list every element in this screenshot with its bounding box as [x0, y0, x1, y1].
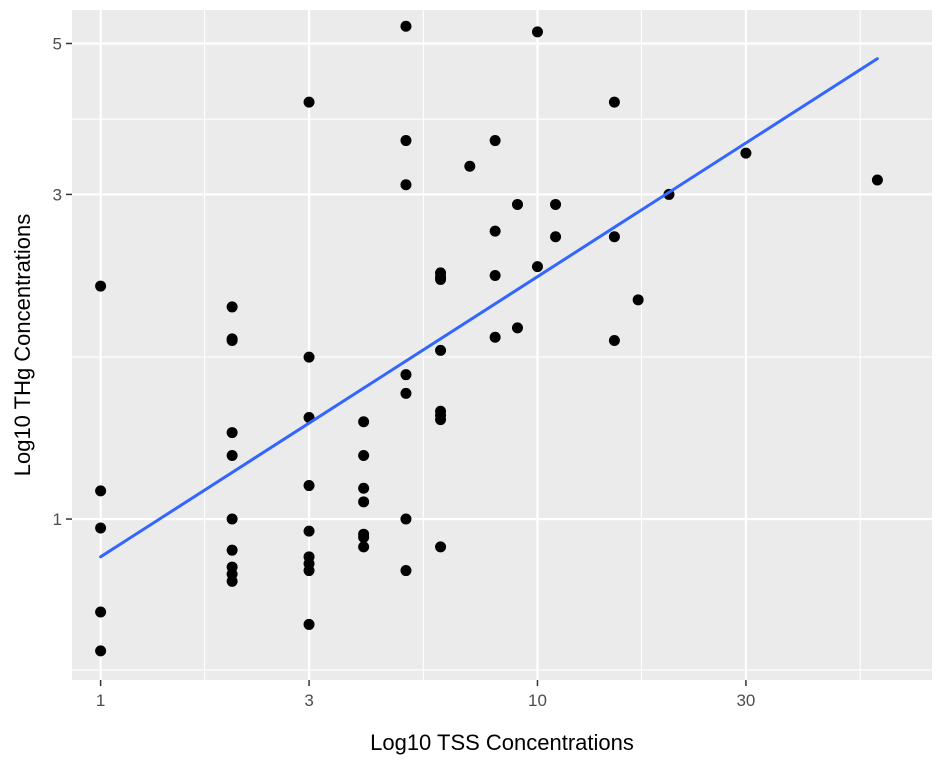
data-point [358, 541, 370, 553]
y-tick-label: 1 [53, 510, 62, 529]
data-point [489, 225, 501, 237]
data-point [358, 531, 370, 543]
tick-labels: 1 3 10 30 1 3 5 [53, 34, 756, 710]
trend-line [99, 57, 879, 559]
x-tick-label: 10 [528, 691, 547, 710]
data-point [95, 522, 107, 534]
data-point [511, 198, 523, 210]
data-point [608, 231, 620, 243]
data-point [400, 135, 412, 147]
x-tick-label: 1 [96, 691, 105, 710]
data-point [740, 147, 752, 159]
data-point [95, 485, 107, 497]
data-point [303, 565, 315, 577]
data-point [358, 496, 370, 508]
x-tick-label: 3 [304, 691, 313, 710]
data-point [531, 26, 543, 38]
data-point [303, 351, 315, 363]
data-point [226, 301, 238, 313]
data-point [464, 160, 476, 172]
data-point [226, 449, 238, 461]
data-point [608, 334, 620, 346]
data-point [358, 482, 370, 494]
data-points [95, 20, 883, 657]
x-tick-label: 30 [736, 691, 755, 710]
data-point [632, 294, 644, 306]
data-point [400, 179, 412, 191]
data-point [400, 565, 412, 577]
data-point [435, 541, 447, 553]
data-point [226, 544, 238, 556]
data-point [550, 198, 562, 210]
major-gridlines [72, 10, 932, 680]
data-point [871, 174, 883, 186]
data-point [489, 331, 501, 343]
data-point [435, 414, 447, 426]
data-point [400, 513, 412, 525]
y-tick-label: 3 [53, 185, 62, 204]
data-point [489, 135, 501, 147]
plot-panel [72, 10, 932, 680]
data-point [95, 606, 107, 618]
data-point [226, 575, 238, 587]
x-axis-title: Log10 TSS Concentrations [370, 730, 634, 755]
minor-gridlines [72, 10, 932, 680]
data-point [531, 261, 543, 273]
data-point [303, 525, 315, 537]
data-point [226, 427, 238, 439]
data-point [435, 273, 447, 285]
data-point [303, 480, 315, 492]
data-point [511, 322, 523, 334]
data-point [358, 416, 370, 428]
data-point [95, 280, 107, 292]
data-point [400, 387, 412, 399]
data-point [226, 513, 238, 525]
data-point [435, 344, 447, 356]
data-point [358, 449, 370, 461]
axis-ticks [66, 42, 747, 686]
data-point [550, 231, 562, 243]
data-point [400, 20, 412, 32]
y-axis-title: Log10 THg Concentrations [10, 214, 35, 477]
data-point [226, 334, 238, 346]
data-point [95, 645, 107, 657]
data-point [303, 96, 315, 108]
data-point [303, 618, 315, 630]
y-tick-label: 5 [53, 34, 62, 53]
data-point [489, 270, 501, 282]
data-point [608, 96, 620, 108]
data-point [400, 369, 412, 381]
trend-line-group [99, 57, 879, 559]
